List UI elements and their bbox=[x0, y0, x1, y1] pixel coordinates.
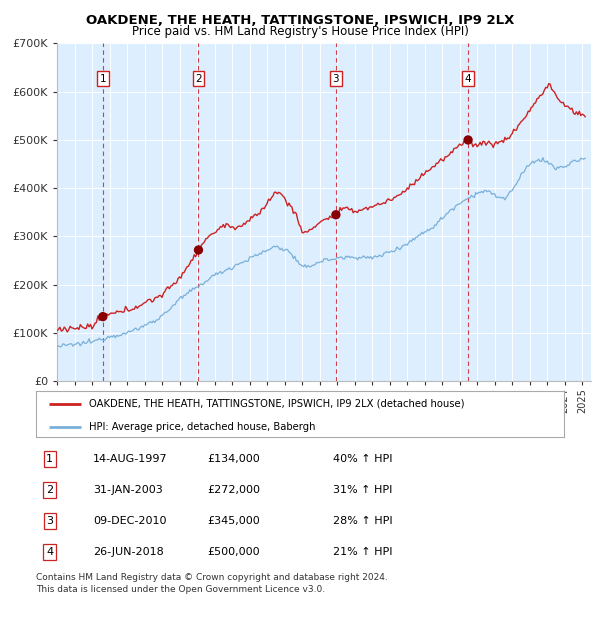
Text: Price paid vs. HM Land Registry's House Price Index (HPI): Price paid vs. HM Land Registry's House … bbox=[131, 25, 469, 38]
Text: 26-JUN-2018: 26-JUN-2018 bbox=[93, 547, 164, 557]
Text: HPI: Average price, detached house, Babergh: HPI: Average price, detached house, Babe… bbox=[89, 422, 316, 432]
Point bbox=[194, 245, 203, 255]
Text: OAKDENE, THE HEATH, TATTINGSTONE, IPSWICH, IP9 2LX (detached house): OAKDENE, THE HEATH, TATTINGSTONE, IPSWIC… bbox=[89, 399, 464, 409]
Point bbox=[331, 210, 341, 219]
Text: 31% ↑ HPI: 31% ↑ HPI bbox=[333, 485, 392, 495]
Text: 4: 4 bbox=[46, 547, 53, 557]
Text: 2: 2 bbox=[195, 74, 202, 84]
Text: Contains HM Land Registry data © Crown copyright and database right 2024.
This d: Contains HM Land Registry data © Crown c… bbox=[36, 574, 388, 595]
Point bbox=[463, 135, 473, 145]
Text: 3: 3 bbox=[332, 74, 339, 84]
Text: 1: 1 bbox=[100, 74, 106, 84]
Text: 3: 3 bbox=[46, 516, 53, 526]
Text: £500,000: £500,000 bbox=[207, 547, 260, 557]
Text: 31-JAN-2003: 31-JAN-2003 bbox=[93, 485, 163, 495]
Point bbox=[98, 312, 107, 322]
Text: £134,000: £134,000 bbox=[207, 454, 260, 464]
Text: 28% ↑ HPI: 28% ↑ HPI bbox=[333, 516, 392, 526]
Text: 21% ↑ HPI: 21% ↑ HPI bbox=[333, 547, 392, 557]
Text: 09-DEC-2010: 09-DEC-2010 bbox=[93, 516, 167, 526]
Text: 1: 1 bbox=[46, 454, 53, 464]
Text: £272,000: £272,000 bbox=[207, 485, 260, 495]
Text: 40% ↑ HPI: 40% ↑ HPI bbox=[333, 454, 392, 464]
Text: 4: 4 bbox=[465, 74, 472, 84]
Text: 14-AUG-1997: 14-AUG-1997 bbox=[93, 454, 167, 464]
Text: £345,000: £345,000 bbox=[207, 516, 260, 526]
Text: 2: 2 bbox=[46, 485, 53, 495]
Text: OAKDENE, THE HEATH, TATTINGSTONE, IPSWICH, IP9 2LX: OAKDENE, THE HEATH, TATTINGSTONE, IPSWIC… bbox=[86, 14, 514, 27]
